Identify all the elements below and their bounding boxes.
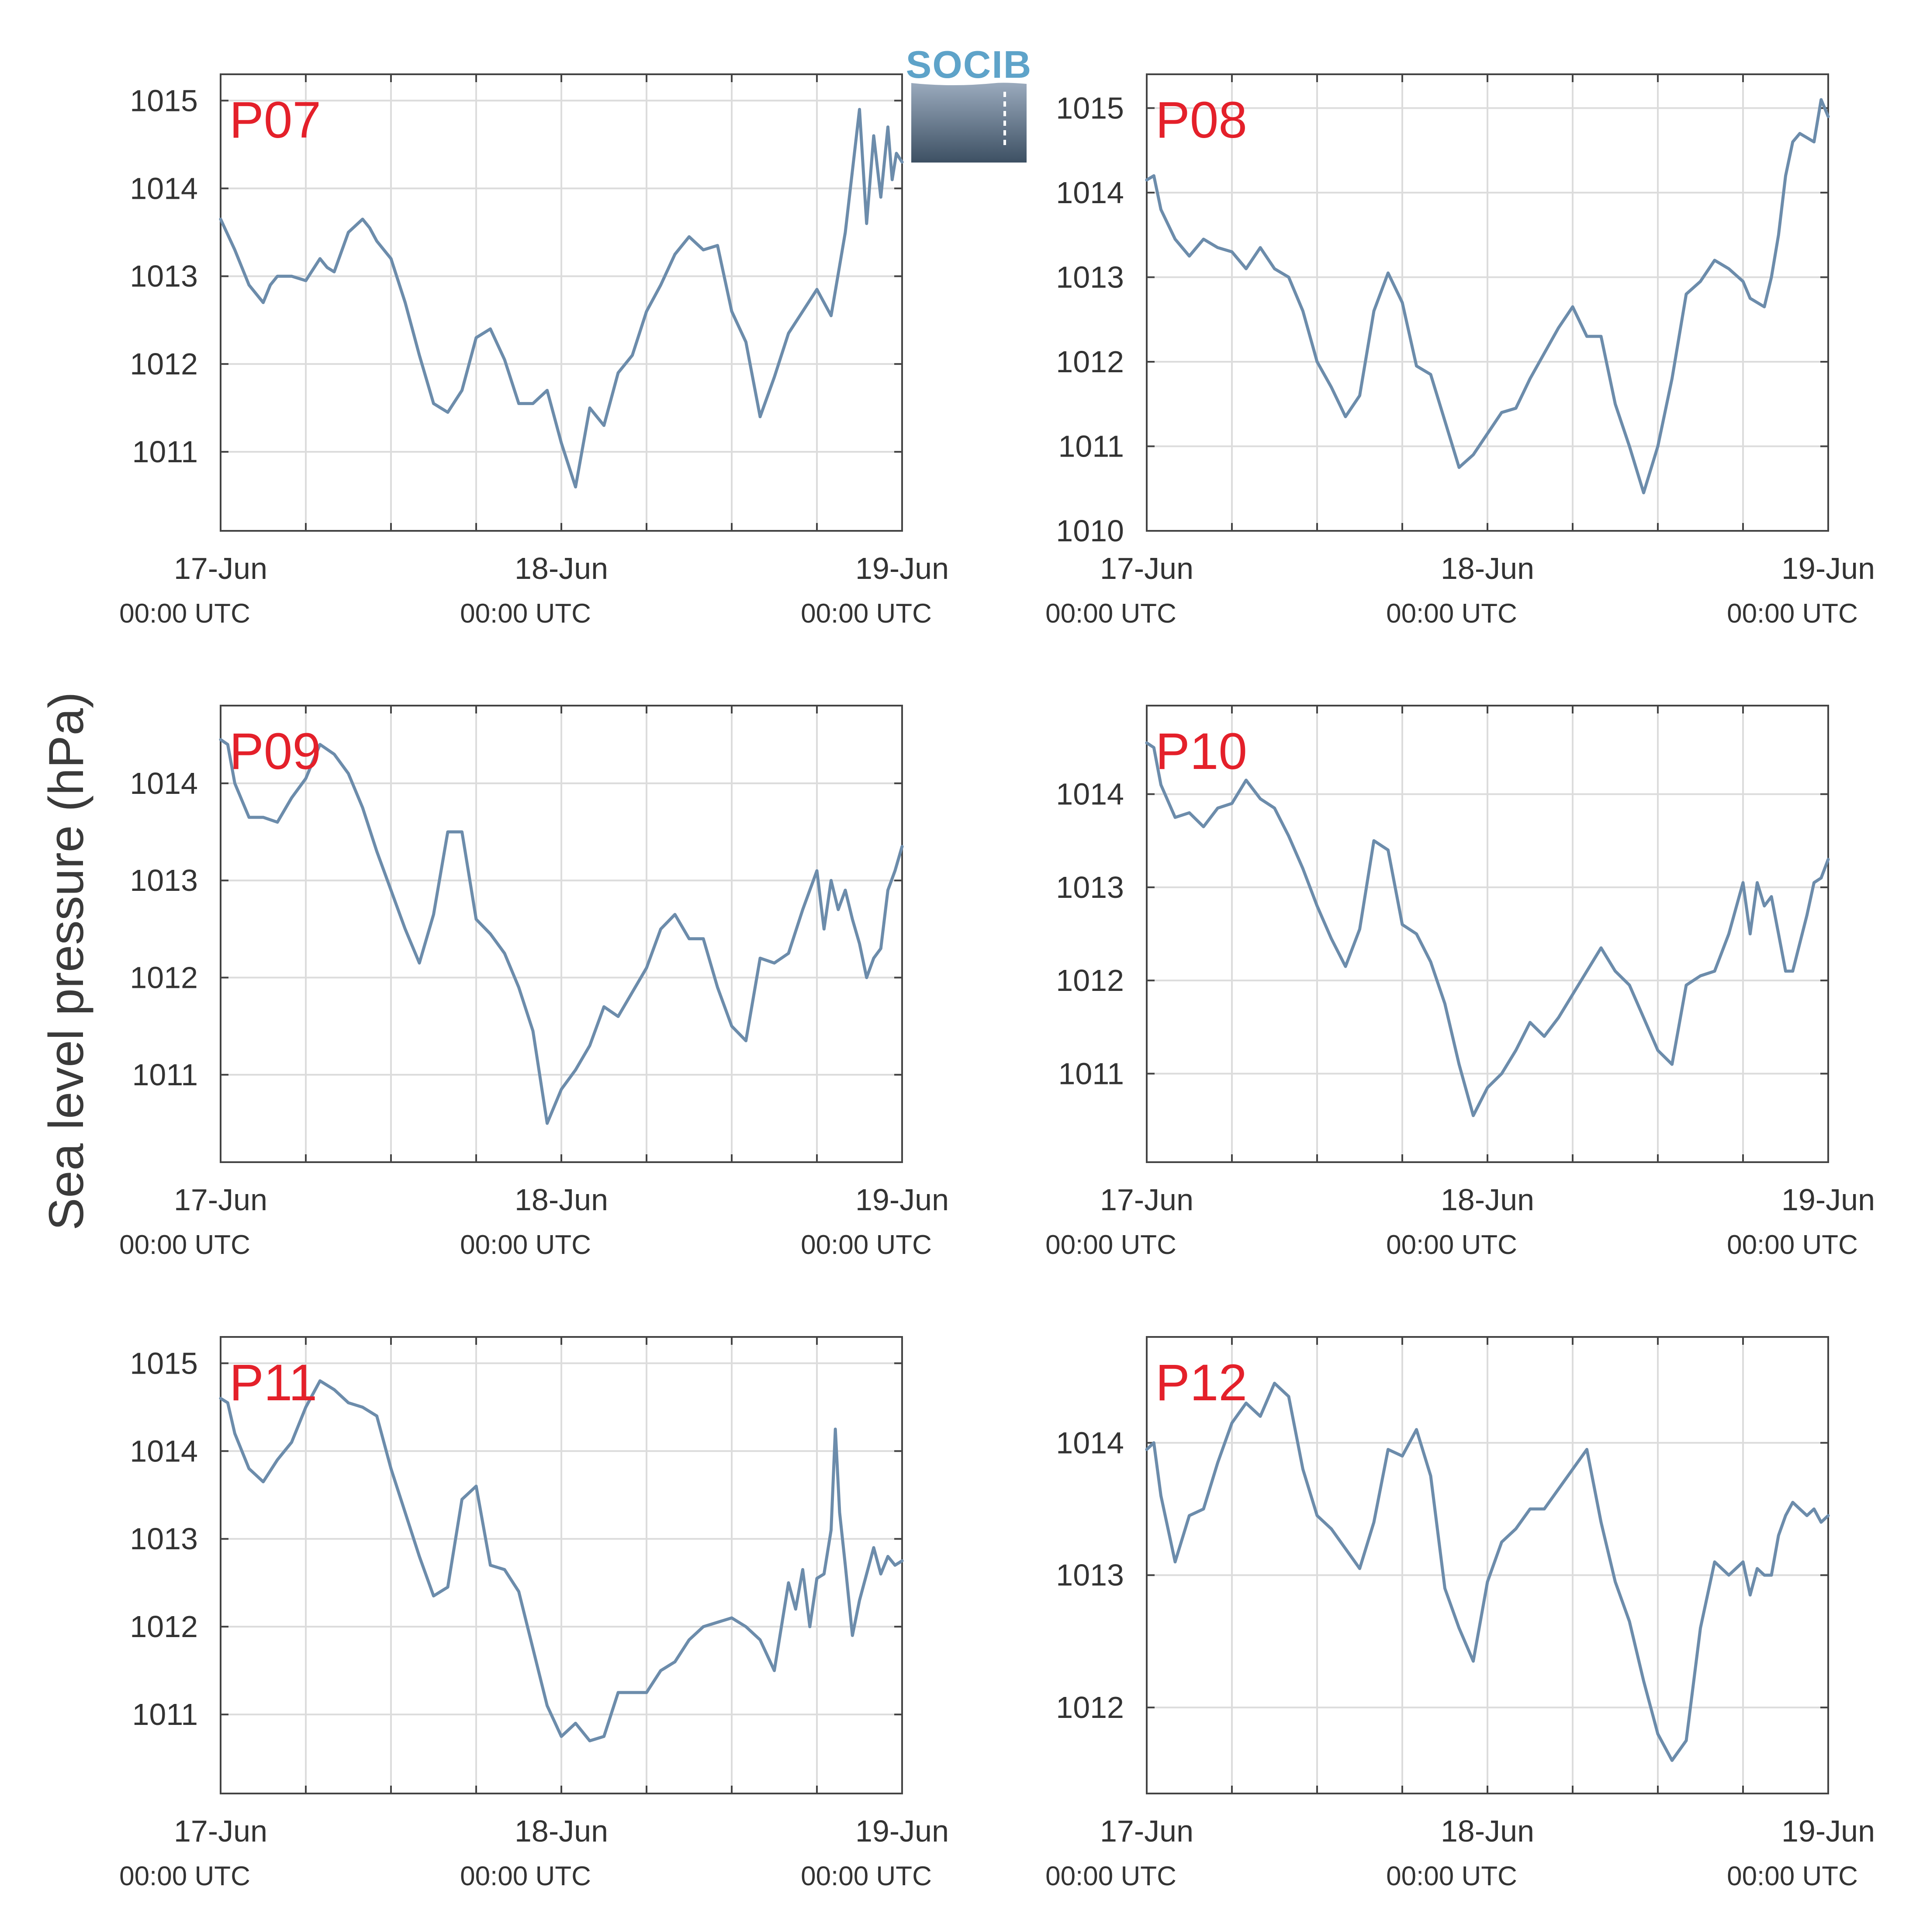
x-tick-sublabel: 00:00 UTC xyxy=(801,599,932,629)
panel-label: P08 xyxy=(1155,91,1247,149)
x-tick-label: 17-Jun xyxy=(1100,551,1193,585)
y-tick-label: 1013 xyxy=(130,1522,198,1556)
y-tick-label: 1014 xyxy=(1056,176,1124,210)
panel-label: P07 xyxy=(229,91,321,149)
x-tick-label: 18-Jun xyxy=(1441,1183,1534,1217)
y-tick-label: 1015 xyxy=(1056,91,1124,125)
x-tick-label: 17-Jun xyxy=(174,1814,267,1848)
x-tick-sublabel: 00:00 UTC xyxy=(1727,1861,1858,1891)
y-tick-label: 1014 xyxy=(1056,1426,1124,1460)
panel-p11: 1011 1012 1013 1014 1015 17-Jun 00:00 UTC 18-Ju… xyxy=(119,1336,949,1891)
panel-label: P09 xyxy=(229,723,321,780)
x-tick-label: 17-Jun xyxy=(174,551,267,585)
logo-text: SOCIB xyxy=(906,43,1032,86)
series-line xyxy=(1145,98,1830,495)
x-tick-sublabel: 00:00 UTC xyxy=(1045,1230,1176,1260)
panel-p10: 1011 1012 1013 1014 17-Jun 00:00 UTC 18-Jun 00:… xyxy=(1045,705,1875,1260)
series-line xyxy=(1145,741,1830,1117)
x-tick-label: 19-Jun xyxy=(855,1183,949,1217)
x-tick-label: 19-Jun xyxy=(1781,551,1875,585)
x-tick-sublabel: 00:00 UTC xyxy=(1045,599,1176,629)
series-line xyxy=(219,738,904,1125)
x-tick-sublabel: 00:00 UTC xyxy=(1727,599,1858,629)
x-tick-sublabel: 00:00 UTC xyxy=(801,1230,932,1260)
panels: 1011 1012 1013 1014 1015 17-Jun 00:00 UTC 18-Ju… xyxy=(119,73,1875,1891)
panel-label: P11 xyxy=(229,1354,317,1412)
y-tick-label: 1012 xyxy=(130,347,198,381)
y-tick-label: 1012 xyxy=(1056,1690,1124,1724)
y-tick-label: 1013 xyxy=(1056,870,1124,904)
x-tick-label: 18-Jun xyxy=(515,1814,608,1848)
y-tick-label: 1013 xyxy=(130,259,198,293)
y-tick-label: 1014 xyxy=(130,171,198,205)
y-tick-label: 1011 xyxy=(132,1058,198,1092)
panel-label: P10 xyxy=(1155,723,1247,780)
x-tick-sublabel: 00:00 UTC xyxy=(1386,1861,1517,1891)
panel-p07: 1011 1012 1013 1014 1015 17-Jun 00:00 UTC 18-Ju… xyxy=(119,73,949,629)
y-tick-label: 1011 xyxy=(132,1697,198,1731)
y-tick-label: 1014 xyxy=(130,1434,198,1468)
y-tick-label: 1014 xyxy=(130,766,198,800)
x-tick-label: 17-Jun xyxy=(1100,1814,1193,1848)
y-tick-label: 1012 xyxy=(130,961,198,995)
y-tick-label: 1015 xyxy=(130,1346,198,1380)
y-tick-label: 1015 xyxy=(130,83,198,118)
x-tick-label: 18-Jun xyxy=(515,551,608,585)
y-tick-label: 1012 xyxy=(1056,345,1124,379)
x-tick-label: 18-Jun xyxy=(1441,551,1534,585)
x-tick-sublabel: 00:00 UTC xyxy=(119,599,250,629)
panel-p08: 1010 1011 1012 1013 1014 1015 17-Jun 00:00 UTC 1… xyxy=(1045,73,1875,629)
y-tick-label: 1012 xyxy=(130,1610,198,1644)
x-tick-label: 18-Jun xyxy=(515,1183,608,1217)
panel-p12: 1012 1013 1014 17-Jun 00:00 UTC 18-Jun 00:00 U… xyxy=(1045,1336,1875,1891)
y-tick-label: 1011 xyxy=(1058,1056,1124,1091)
x-tick-sublabel: 00:00 UTC xyxy=(801,1861,932,1891)
x-tick-sublabel: 00:00 UTC xyxy=(1386,599,1517,629)
x-tick-sublabel: 00:00 UTC xyxy=(119,1230,250,1260)
x-tick-label: 17-Jun xyxy=(174,1183,267,1217)
y-tick-label: 1010 xyxy=(1056,514,1124,548)
x-tick-sublabel: 00:00 UTC xyxy=(1727,1230,1858,1260)
x-tick-label: 17-Jun xyxy=(1100,1183,1193,1217)
x-tick-sublabel: 00:00 UTC xyxy=(1386,1230,1517,1260)
x-tick-label: 19-Jun xyxy=(855,551,949,585)
y-tick-label: 1013 xyxy=(1056,260,1124,294)
x-tick-sublabel: 00:00 UTC xyxy=(460,599,591,629)
x-tick-sublabel: 00:00 UTC xyxy=(1045,1861,1176,1891)
series-line xyxy=(1145,1381,1830,1762)
x-tick-label: 19-Jun xyxy=(855,1814,949,1848)
x-tick-label: 18-Jun xyxy=(1441,1814,1534,1848)
series-line xyxy=(219,107,904,488)
y-tick-label: 1011 xyxy=(132,435,198,469)
x-tick-sublabel: 00:00 UTC xyxy=(460,1861,591,1891)
y-axis-label: Sea level pressure (hPa) xyxy=(39,692,93,1231)
series-line xyxy=(219,1379,904,1742)
y-tick-label: 1013 xyxy=(130,863,198,897)
y-tick-label: 1014 xyxy=(1056,777,1124,811)
y-tick-label: 1011 xyxy=(1058,429,1124,463)
x-tick-sublabel: 00:00 UTC xyxy=(119,1861,250,1891)
x-tick-sublabel: 00:00 UTC xyxy=(460,1230,591,1260)
logo-wave-icon xyxy=(911,83,1027,163)
x-tick-label: 19-Jun xyxy=(1781,1183,1875,1217)
panel-label: P12 xyxy=(1155,1354,1247,1412)
x-tick-label: 19-Jun xyxy=(1781,1814,1875,1848)
socib-logo: SOCIB xyxy=(906,43,1032,163)
panel-p09: 1011 1012 1013 1014 17-Jun 00:00 UTC 18-Jun 00:… xyxy=(119,705,949,1260)
y-tick-label: 1012 xyxy=(1056,963,1124,997)
y-tick-label: 1013 xyxy=(1056,1558,1124,1592)
